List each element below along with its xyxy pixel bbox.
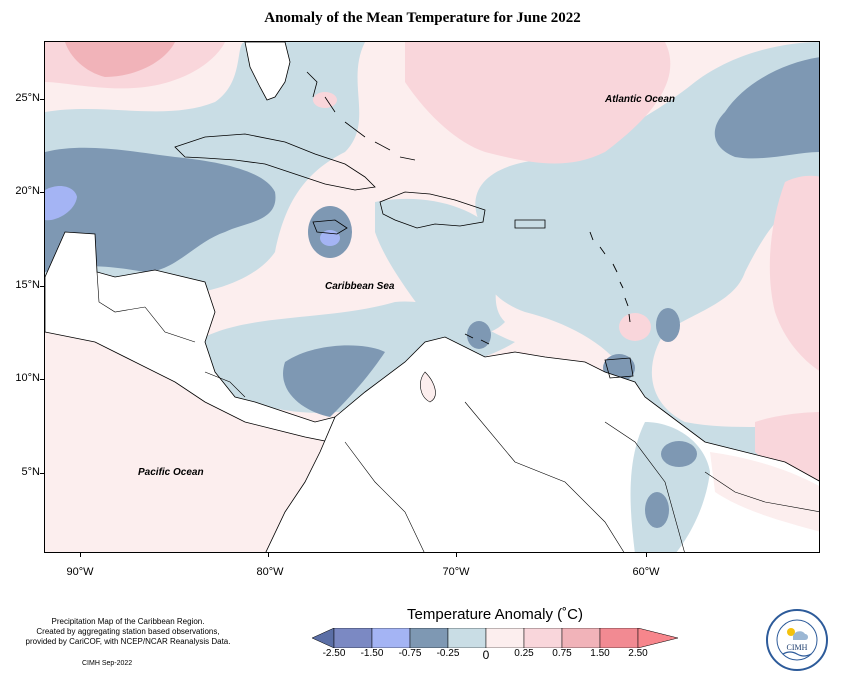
lon-tick (80, 553, 81, 557)
label-atlantic-ocean: Atlantic Ocean (605, 94, 676, 105)
credit-date: CIMH Sep-2022 (82, 660, 133, 667)
legend-label: -2.50 (322, 648, 346, 659)
legend-swatch (561, 628, 601, 648)
lat-tick (40, 473, 44, 474)
land-lesser-antilles (589, 231, 631, 323)
land-jamaica (312, 219, 348, 235)
lat-label-20n: 20°N (15, 185, 40, 197)
anomaly-zone-gulf-hot (65, 42, 175, 77)
anomaly-zone-atlantic-cold (714, 57, 819, 159)
land-cuba (174, 133, 376, 191)
legend-label: -0.25 (436, 648, 460, 659)
anomaly-zone-aruba-cold (467, 321, 491, 349)
anomaly-zone-bahamas-warm (405, 42, 671, 164)
border-line (464, 401, 625, 552)
land-trinidad (604, 357, 634, 379)
lat-tick (40, 379, 44, 380)
border-line (344, 441, 425, 552)
map-canvas (45, 42, 819, 552)
legend-swatch (371, 628, 411, 648)
anomaly-map (44, 41, 820, 553)
credit-text: Precipitation Map of the Caribbean Regio… (8, 617, 248, 647)
legend-swatch (447, 628, 487, 648)
legend-label: -0.75 (398, 648, 422, 659)
legend-swatch (523, 628, 563, 648)
legend-label: 2.50 (628, 648, 648, 659)
legend-label: -1.50 (360, 648, 384, 659)
border-line (96, 271, 146, 313)
land-puerto-rico (514, 219, 546, 229)
anomaly-zone-guyana-land-cold (661, 441, 697, 467)
logo-text: CIMH (787, 643, 808, 652)
lat-label-15n: 15°N (15, 279, 40, 291)
land-florida (244, 42, 291, 101)
anomaly-zone-barbados-cold (656, 308, 680, 342)
anomaly-zone-equatorial-warm (755, 412, 819, 491)
lat-tick (40, 286, 44, 287)
anomaly-zone-windward-warm (619, 313, 651, 341)
legend-swatch (599, 628, 639, 648)
anomaly-zone-florida-warm (313, 92, 337, 108)
anomaly-zone-east-atlantic-warm (769, 175, 819, 371)
anomaly-zone-suriname-land (710, 452, 819, 532)
anomaly-zone-guyana-south-land-cold (645, 492, 669, 528)
lon-tick (646, 553, 647, 557)
legend-swatch (637, 628, 679, 648)
legend-label: 0.25 (514, 648, 534, 659)
lon-tick (456, 553, 457, 557)
credit-line-1: Precipitation Map of the Caribbean Regio… (51, 617, 205, 626)
legend-swatch (485, 628, 525, 648)
lon-label-90w: 90°W (66, 566, 94, 578)
lat-label-5n: 5°N (21, 466, 40, 478)
lon-label-80w: 80°W (256, 566, 284, 578)
lon-label-60w: 60°W (632, 566, 660, 578)
cloud-icon (793, 631, 808, 640)
label-caribbean-sea: Caribbean Sea (325, 281, 395, 292)
legend-swatch (333, 628, 373, 648)
lon-tick (268, 553, 269, 557)
legend-colorbar (312, 628, 679, 648)
lat-label-25n: 25°N (15, 92, 40, 104)
land-lake-maracaibo (420, 371, 436, 403)
wave-icon (782, 651, 812, 657)
lat-label-10n: 10°N (15, 372, 40, 384)
border-line (704, 471, 819, 512)
label-pacific-ocean: Pacific Ocean (138, 467, 204, 478)
credit-line-3: provided by CariCOF, with NCEP/NCAR Rean… (25, 637, 231, 646)
lat-tick (40, 99, 44, 100)
legend-label: 1.50 (590, 648, 610, 659)
cimh-logo: CIMH (766, 609, 828, 671)
map-title: Anomaly of the Mean Temperature for June… (264, 10, 581, 26)
legend-title: Temperature Anomaly (˚C) (407, 606, 583, 623)
lon-label-70w: 70°W (442, 566, 470, 578)
legend-swatch (312, 628, 335, 648)
land-central-america (45, 231, 336, 443)
land-bahamas (306, 71, 416, 161)
anomaly-zone-yucatan-coast (45, 186, 77, 221)
land-hispaniola (379, 191, 486, 229)
border-line (144, 306, 196, 343)
anomaly-zone-nicaragua-cold (283, 345, 385, 417)
credit-line-2: Created by aggregating station based obs… (36, 627, 220, 636)
lat-tick (40, 192, 44, 193)
legend-swatch (409, 628, 449, 648)
anomaly-zone-yucatan-cold (45, 147, 276, 272)
anomaly-zone-hispaniola (375, 198, 505, 334)
border-line (204, 371, 246, 398)
land-abc-islands (464, 333, 490, 345)
border-line (604, 421, 685, 552)
sun-icon (787, 628, 795, 636)
legend-label: 0 (482, 648, 490, 662)
legend-label: 0.75 (552, 648, 572, 659)
